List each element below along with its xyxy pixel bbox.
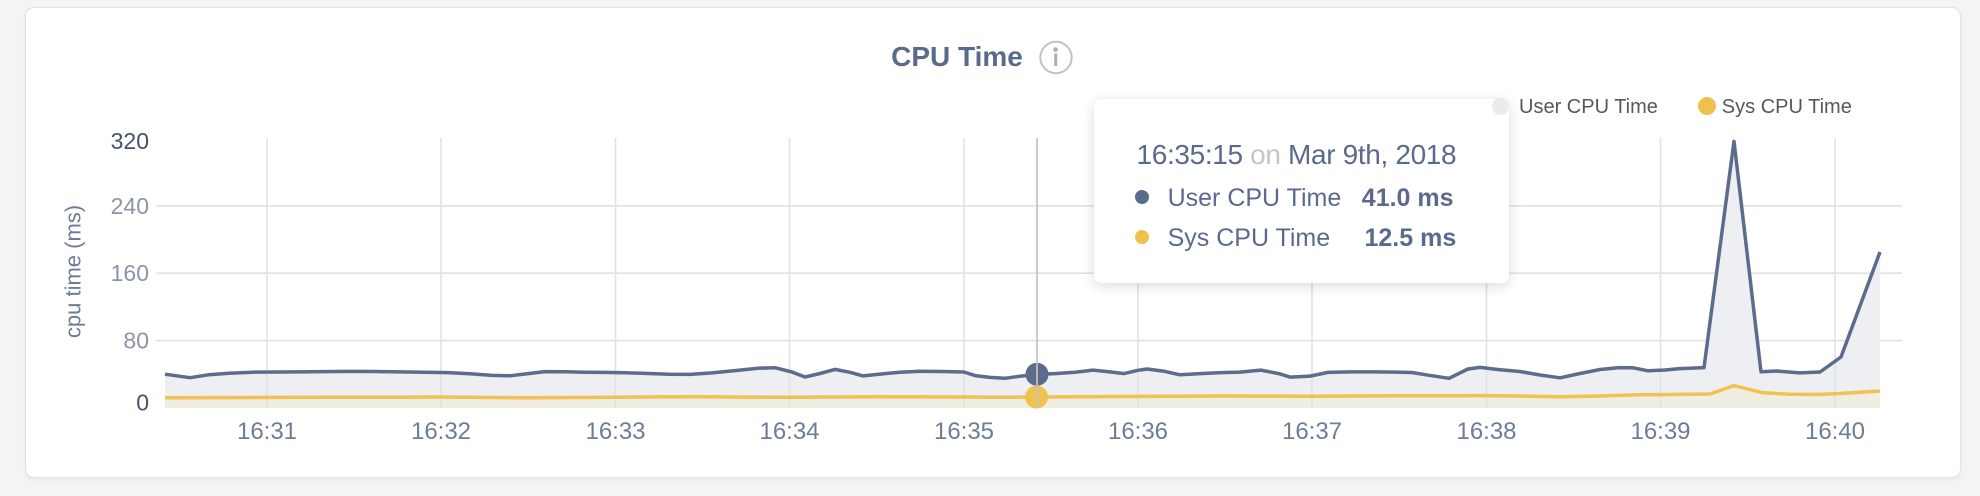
svg-text:16:39: 16:39 <box>1630 418 1690 445</box>
svg-text:16:36: 16:36 <box>1108 418 1168 445</box>
svg-text:16:34: 16:34 <box>759 418 819 445</box>
svg-text:16:31: 16:31 <box>237 418 297 445</box>
svg-text:16:32: 16:32 <box>411 418 471 445</box>
svg-text:80: 80 <box>123 328 149 354</box>
svg-text:16:37: 16:37 <box>1282 418 1342 445</box>
svg-text:16:40: 16:40 <box>1805 418 1865 445</box>
svg-text:240: 240 <box>111 193 149 219</box>
svg-text:16:38: 16:38 <box>1456 418 1516 445</box>
svg-text:16:33: 16:33 <box>585 418 645 445</box>
svg-text:0: 0 <box>136 390 149 416</box>
svg-text:cpu time (ms): cpu time (ms) <box>61 205 86 338</box>
svg-text:16:35: 16:35 <box>934 418 994 445</box>
svg-text:320: 320 <box>111 128 149 154</box>
svg-text:160: 160 <box>111 260 149 286</box>
